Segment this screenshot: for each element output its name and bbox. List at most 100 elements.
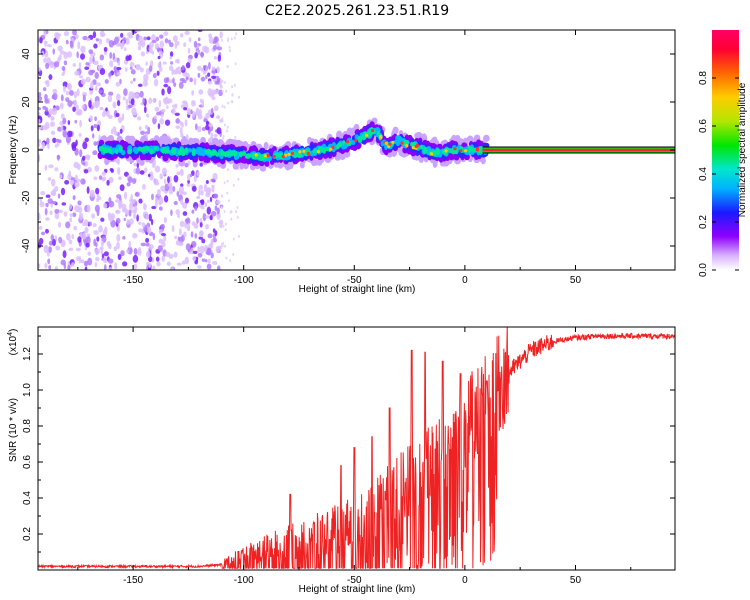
- spectrogram-noise-blob: [156, 47, 162, 52]
- spectrogram-noise-blob: [115, 217, 121, 224]
- spectrogram-noise-blob: [182, 79, 187, 84]
- spectrogram-noise-blob: [159, 34, 164, 39]
- spectrogram-ridge-blob: [107, 148, 113, 154]
- spectrogram-ridge-blob: [478, 140, 484, 148]
- spectrogram-noise-blob: [154, 165, 161, 173]
- spectrogram-noise-blob: [81, 104, 85, 110]
- spectrogram-noise-blob: [199, 222, 203, 228]
- spectrogram-noise-blob: [75, 110, 82, 116]
- spectrogram-noise-blob: [82, 232, 87, 240]
- spectrogram-noise-blob: [195, 107, 200, 115]
- spectrogram-ridge-blob: [483, 134, 490, 142]
- spectrogram-noise-blob: [232, 183, 235, 187]
- spectrogram-noise-blob: [88, 221, 92, 227]
- spectrogram-noise-blob: [200, 199, 205, 206]
- spectrogram-noise-blob: [69, 213, 74, 218]
- spectrogram-noise-blob: [172, 77, 175, 84]
- spectrogram-noise-blob: [217, 54, 221, 62]
- spectrogram-peak-blob: [371, 128, 375, 133]
- spectrogram-noise-blob: [75, 104, 79, 111]
- spectrogram-noise-blob: [98, 225, 103, 233]
- spectrogram-noise-blob: [57, 221, 62, 228]
- spectrogram-noise-blob: [154, 199, 158, 208]
- spectrogram-ridge-blob: [166, 149, 170, 154]
- spectrogram-noise-blob: [230, 37, 233, 41]
- spectrogram-noise-blob: [191, 221, 196, 226]
- spectrogram-noise-blob: [153, 115, 157, 120]
- spectrogram-y-tick-label: -40: [21, 238, 32, 253]
- spectrogram-noise-blob: [94, 261, 98, 268]
- spectrogram-noise-blob: [223, 181, 226, 185]
- snr-x-tick-label: -50: [347, 575, 362, 586]
- spectrogram-noise-blob: [54, 266, 59, 270]
- spectrogram-noise-blob: [38, 138, 42, 144]
- spectrogram-noise-blob: [116, 42, 122, 47]
- spectrogram-noise-blob: [51, 94, 56, 100]
- spectrogram-noise-blob: [212, 228, 216, 233]
- spectrogram-noise-blob: [78, 62, 82, 70]
- spectrogram-noise-blob: [72, 195, 76, 201]
- spectrogram-noise-blob: [107, 94, 113, 103]
- spectrogram-noise-blob: [125, 37, 130, 45]
- spectrogram-noise-blob: [103, 264, 107, 270]
- spectrogram-noise-blob: [61, 202, 67, 206]
- spectrogram-noise-blob: [134, 93, 140, 99]
- spectrogram-ridge-blob: [273, 161, 280, 168]
- spectrogram-noise-blob: [173, 251, 178, 258]
- spectrogram-noise-blob: [211, 66, 216, 71]
- spectrogram-noise-blob: [216, 46, 223, 51]
- spectrogram-noise-blob: [226, 179, 229, 183]
- spectrogram-noise-blob: [226, 39, 229, 43]
- spectrogram-ridge-blob: [342, 140, 346, 146]
- spectrogram-noise-blob: [80, 178, 86, 185]
- spectrogram-noise-blob: [64, 179, 70, 185]
- colorbar-tick-label: 0.8: [698, 71, 709, 85]
- spectrogram-noise-blob: [38, 95, 43, 102]
- spectrogram-noise-blob: [165, 251, 171, 257]
- spectrogram-noise-blob: [97, 65, 102, 70]
- spectrogram-noise-blob: [93, 141, 98, 146]
- spectrogram-noise-blob: [88, 100, 92, 109]
- spectrogram-noise-blob: [205, 74, 208, 80]
- spectrogram-ridge-blob: [122, 141, 128, 149]
- spectrogram-noise-blob: [86, 37, 91, 42]
- spectrogram-noise-blob: [66, 130, 73, 138]
- spectrogram-noise-blob: [207, 128, 211, 135]
- spectrogram-ridge-blob: [115, 148, 119, 155]
- spectrogram-noise-blob: [166, 105, 169, 109]
- spectrogram-noise-blob: [65, 90, 70, 96]
- spectrogram-peak-blob: [316, 149, 320, 154]
- spectrogram-noise-blob: [79, 75, 83, 79]
- spectrogram-peak-blob: [272, 154, 276, 159]
- spectrogram-noise-blob: [51, 107, 57, 116]
- spectrogram-noise-blob: [143, 106, 147, 114]
- spectrogram-noise-blob: [198, 184, 204, 190]
- spectrogram-noise-blob: [146, 36, 151, 41]
- spectrogram-noise-blob: [45, 79, 50, 88]
- spectrogram-noise-blob: [175, 240, 181, 246]
- spectrogram-noise-blob: [47, 251, 50, 257]
- spectrogram-ridge-blob: [316, 158, 323, 166]
- spectrogram-noise-blob: [44, 262, 48, 269]
- spectrogram-noise-blob: [198, 188, 201, 197]
- spectrogram-noise-blob: [39, 197, 42, 203]
- spectrogram-noise-blob: [102, 176, 107, 181]
- spectrogram-noise-blob: [223, 209, 226, 213]
- spectrogram-noise-blob: [236, 205, 239, 209]
- spectrogram-noise-blob: [75, 247, 81, 252]
- spectrogram-noise-blob: [167, 182, 173, 187]
- spectrogram-ridge-blob: [153, 146, 158, 151]
- spectrogram-ridge-blob: [277, 152, 282, 158]
- spectrogram-noise-blob: [135, 167, 141, 175]
- spectrogram-noise-blob: [210, 178, 215, 183]
- spectrogram-noise-blob: [171, 267, 174, 270]
- spectrogram-noise-blob: [206, 263, 212, 270]
- spectrogram-noise-blob: [74, 181, 80, 188]
- spectrogram-noise-blob: [235, 32, 238, 36]
- spectrogram-noise-blob: [140, 130, 146, 136]
- spectrogram-noise-blob: [72, 30, 77, 36]
- spectrogram-noise-blob: [211, 107, 214, 114]
- spectrogram-noise-blob: [103, 46, 108, 53]
- spectrogram-noise-blob: [62, 117, 67, 125]
- spectrogram-noise-blob: [169, 42, 174, 48]
